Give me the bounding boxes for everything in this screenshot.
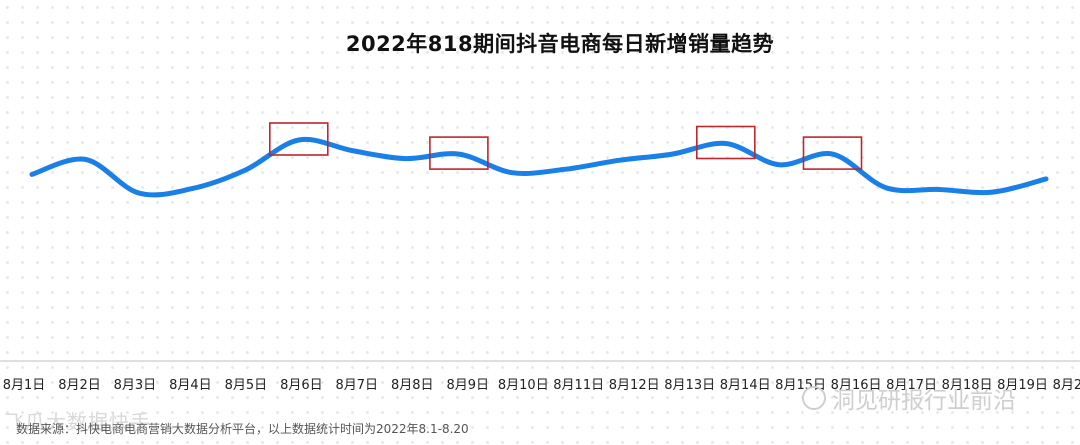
x-tick-label: 8月5日 — [225, 378, 268, 393]
watermark-right-text: 洞见研报行业前沿 — [832, 388, 1016, 414]
watermark-right: 洞见研报行业前沿 — [802, 383, 1052, 414]
x-tick-label: 8月10日 — [498, 378, 549, 393]
x-tick-label: 8月7日 — [336, 378, 379, 393]
x-tick-label: 8月6日 — [280, 378, 323, 393]
series-line — [29, 136, 1049, 198]
highlight-box — [268, 122, 329, 156]
x-tick-label: 8月11日 — [553, 378, 604, 393]
highlight-box — [429, 136, 489, 170]
x-tick-label: 8月12日 — [609, 378, 660, 393]
x-tick-label: 8月4日 — [169, 378, 212, 393]
x-tick-label: 8月13日 — [664, 378, 715, 393]
x-tick-label: 8月19日 — [997, 378, 1048, 393]
x-tick-label: 8月18日 — [942, 378, 993, 393]
x-tick-label: 8月16日 — [831, 378, 882, 393]
x-tick-label: 8月9日 — [447, 378, 490, 393]
data-source-note: 数据来源：抖快电商电商营销大数据分析平台，以上数据统计时间为2022年8.1-8… — [16, 422, 469, 436]
highlight-box — [802, 136, 863, 170]
chart-title: 2022年818期间抖音电商每日新增销量趋势 — [345, 32, 775, 56]
x-tick-label: 8月8日 — [391, 378, 434, 393]
x-tick-label: 8月14日 — [720, 378, 771, 393]
watermark-left: 飞瓜大数据快手 — [4, 410, 151, 434]
x-tick-label: 8月3日 — [114, 378, 157, 393]
x-tick-label: 8月1日 — [3, 378, 46, 393]
highlight-box — [695, 125, 756, 160]
x-tick-label: 8月2日 — [58, 378, 101, 393]
x-tick-label: 8月17日 — [886, 378, 937, 393]
wechat-icon — [802, 386, 826, 410]
x-tick-label: 8月20日 — [1053, 378, 1080, 393]
